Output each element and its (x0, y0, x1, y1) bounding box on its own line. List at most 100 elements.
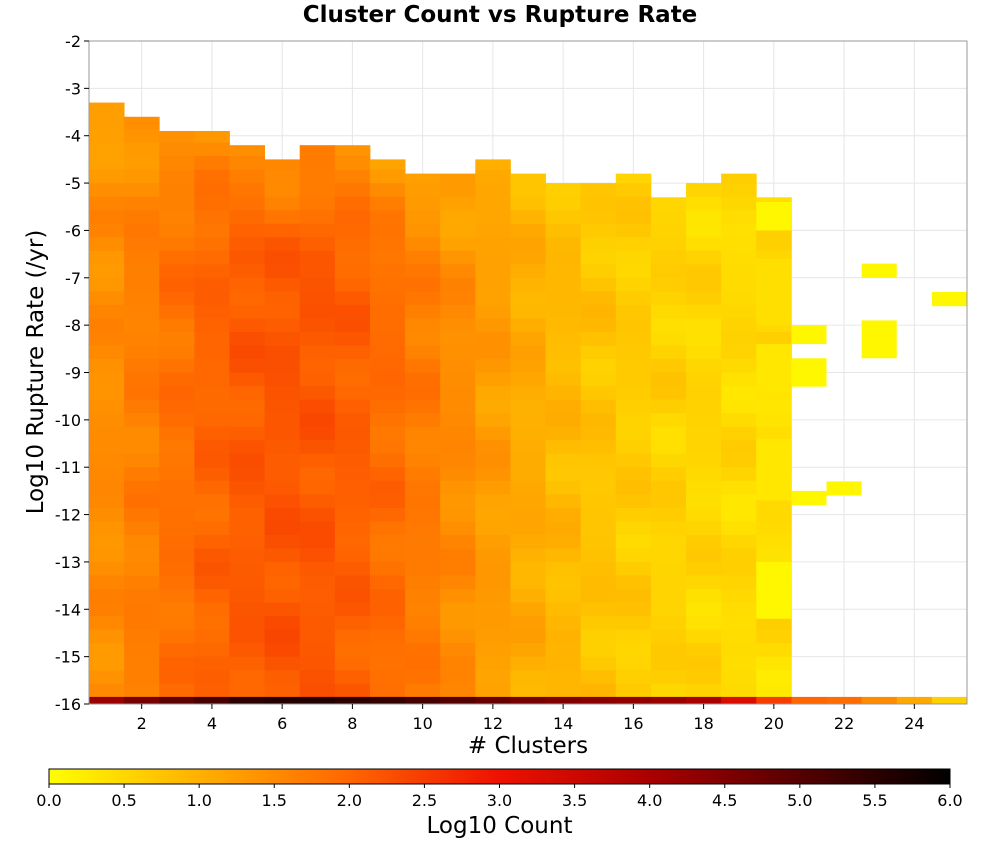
heatmap-cell (405, 250, 441, 265)
heatmap-cell (299, 412, 336, 427)
heatmap-cell (124, 116, 160, 130)
colorbar-tick-label: 5.5 (862, 791, 887, 810)
heatmap-cell (264, 453, 301, 468)
heatmap-cell (580, 548, 617, 562)
heatmap-cell (124, 656, 160, 671)
heatmap-cell (194, 669, 230, 684)
heatmap-cell (299, 155, 336, 170)
heatmap-cell (229, 290, 265, 305)
heatmap-cell (369, 480, 406, 495)
heatmap-cell (89, 372, 125, 387)
heatmap-cell (194, 615, 230, 630)
heatmap-cell (229, 318, 265, 332)
heatmap-cell (475, 493, 511, 508)
heatmap-cell (334, 412, 371, 427)
heatmap-cell (440, 683, 476, 698)
heatmap-cell (721, 290, 757, 305)
heatmap-cell (229, 480, 265, 495)
heatmap-cell-sparse (931, 291, 967, 307)
heatmap-cell (580, 493, 617, 508)
heatmap-cell (721, 493, 757, 508)
heatmap-cell (124, 399, 160, 414)
heatmap-cell-bottom-row (369, 696, 406, 704)
heatmap-cell (580, 345, 617, 360)
heatmap-cell (405, 669, 441, 684)
y-tick-label: -6 (65, 221, 81, 240)
heatmap-cell (756, 615, 792, 630)
heatmap-cell (580, 412, 617, 427)
heatmap-cell (299, 196, 336, 211)
heatmap-cell (229, 629, 265, 644)
heatmap-cell (159, 236, 195, 251)
heatmap-cell (299, 615, 336, 630)
heatmap-cell (545, 439, 582, 454)
heatmap-cell (334, 561, 371, 576)
heatmap-cell (545, 575, 582, 590)
heatmap-cell (264, 399, 301, 414)
heatmap-cell (545, 548, 582, 562)
heatmap-cell (686, 602, 722, 617)
heatmap-cell (686, 534, 722, 549)
heatmap-cell (159, 480, 195, 495)
heatmap-cell (159, 290, 195, 305)
heatmap-cell (334, 399, 371, 414)
heatmap-cell (475, 318, 511, 332)
heatmap-cell (194, 642, 230, 657)
heatmap-cell (580, 466, 617, 481)
heatmap-cell (264, 548, 301, 562)
heatmap-cell (721, 236, 757, 251)
heatmap-cell (440, 385, 476, 400)
heatmap-cell (369, 575, 406, 590)
heatmap-cell (405, 331, 441, 346)
heatmap-cell (686, 263, 722, 278)
heatmap-cell (545, 480, 582, 495)
heatmap-cell (159, 345, 195, 360)
heatmap-cell (721, 683, 757, 698)
heatmap-cell (580, 439, 617, 454)
heatmap-cell (369, 318, 406, 332)
heatmap-cell (334, 629, 371, 644)
heatmap-cell (686, 399, 722, 414)
heatmap-cell (89, 575, 125, 590)
heatmap-cell (615, 453, 652, 468)
heatmap-cell (721, 318, 757, 332)
heatmap-cell (299, 399, 336, 414)
heatmap-cell (580, 304, 617, 319)
heatmap-cell (264, 196, 301, 211)
heatmap-cell (369, 263, 406, 278)
heatmap-cell (510, 561, 546, 576)
heatmap-cell (650, 466, 687, 481)
heatmap-cells (89, 102, 968, 704)
heatmap-cell (615, 615, 652, 630)
heatmap-cell (369, 169, 406, 184)
heatmap-cell (194, 169, 230, 184)
heatmap-cell (159, 263, 195, 278)
heatmap-cell (89, 209, 125, 224)
heatmap-cell (334, 196, 371, 211)
heatmap-cell (334, 345, 371, 360)
heatmap-cell (686, 466, 722, 481)
heatmap-cell (405, 466, 441, 481)
heatmap-cell (686, 196, 722, 211)
heatmap-cell (264, 466, 301, 481)
heatmap-cell (159, 142, 195, 157)
y-tick-label: -11 (55, 458, 81, 477)
heatmap-cell (615, 439, 652, 454)
heatmap-cell (299, 331, 336, 346)
heatmap-cell (721, 642, 757, 657)
heatmap-cell (334, 304, 371, 319)
heatmap-cell (369, 372, 406, 387)
heatmap-cell (475, 412, 511, 427)
colorbar-tick-label: 2.5 (412, 791, 437, 810)
heatmap-cell-sparse (826, 481, 862, 496)
heatmap-cell (615, 588, 652, 603)
heatmap-cell (334, 521, 371, 535)
heatmap-cell (405, 358, 441, 373)
heatmap-cell (580, 575, 617, 590)
heatmap-cell (194, 466, 230, 481)
heatmap-cell (580, 223, 617, 238)
heatmap-cell (405, 642, 441, 657)
heatmap-cell (405, 439, 441, 454)
heatmap-cell (89, 155, 125, 170)
heatmap-cell (194, 412, 230, 427)
